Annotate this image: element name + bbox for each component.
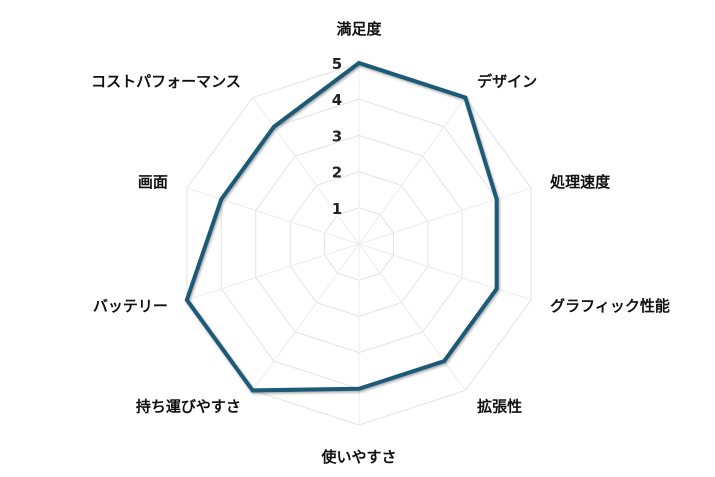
category-label: 画面 [138, 173, 168, 191]
category-label: グラフィック性能 [550, 297, 670, 315]
tick-label: 4 [332, 91, 342, 109]
tick-label: 5 [332, 55, 342, 73]
category-label: コストパフォーマンス [91, 72, 241, 90]
spoke [358, 187, 532, 245]
spoke [358, 97, 466, 245]
tick-label: 2 [332, 164, 342, 182]
tick-labels: 1 2 3 4 5 [332, 55, 342, 218]
spoke [252, 97, 360, 245]
spoke [358, 243, 466, 391]
category-label: 満足度 [336, 20, 382, 38]
category-label: バッテリー [93, 297, 168, 315]
spoke [186, 243, 360, 301]
spoke [186, 187, 360, 245]
category-label: 使いやすさ [320, 448, 396, 466]
category-label: 持ち運びやすさ [136, 398, 241, 416]
series-group [184, 60, 499, 393]
spoke [358, 243, 532, 301]
grid-spokes [186, 63, 532, 425]
category-label: 拡張性 [477, 398, 522, 416]
series-line [184, 60, 499, 393]
tick-label: 1 [332, 200, 342, 218]
category-label: デザイン [477, 72, 537, 90]
tick-label: 3 [332, 127, 342, 145]
category-label: 処理速度 [549, 173, 611, 191]
spoke [252, 243, 360, 391]
